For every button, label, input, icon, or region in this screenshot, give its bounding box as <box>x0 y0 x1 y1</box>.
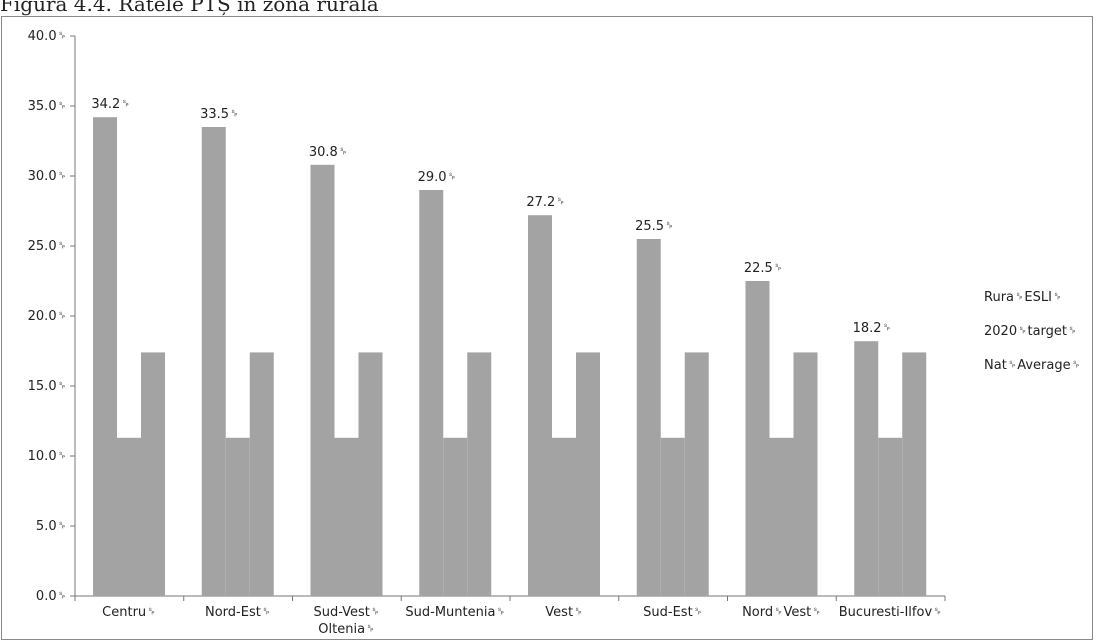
category-label: Bucuresti-Ilfov␠ <box>839 605 943 620</box>
y-tick-label: 10.0␠ <box>28 449 67 464</box>
chart-frame <box>1 16 1093 640</box>
data-label: 27.2␠ <box>526 195 565 210</box>
bar-series-3 <box>467 352 492 596</box>
bar-series-2 <box>769 437 794 596</box>
data-label: 29.0␠ <box>418 170 457 185</box>
y-tick-label: 15.0␠ <box>28 379 67 394</box>
bar-series-1 <box>93 117 117 596</box>
y-tick-label: 5.0␠ <box>36 519 67 534</box>
category-label: Sud-Muntenia␠ <box>405 605 505 620</box>
category-label: Sud-Est␠ <box>643 605 703 620</box>
bar-series-2 <box>552 437 576 596</box>
legend-entry: 2020␠target␠ <box>984 324 1077 339</box>
bar-series-3 <box>249 352 274 596</box>
category-label: Nord-Est␠ <box>205 605 271 620</box>
bar-series-1 <box>310 164 335 597</box>
y-tick-label: 25.0␠ <box>28 239 67 254</box>
data-label: 18.2␠ <box>853 321 892 336</box>
bar-series-3 <box>684 352 709 596</box>
bar-series-1 <box>419 190 444 596</box>
bar-series-2 <box>443 437 468 596</box>
data-label: 34.2␠ <box>91 97 130 112</box>
y-tick-label: 40.0␠ <box>28 29 67 44</box>
bar-series-2 <box>878 437 903 596</box>
y-tick-label: 35.0␠ <box>28 99 67 114</box>
bar-series-3 <box>358 352 383 596</box>
data-label: 22.5␠ <box>744 261 783 276</box>
bar-series-2 <box>117 437 141 596</box>
data-label: 33.5␠ <box>200 107 239 122</box>
bar-series-2 <box>334 437 359 596</box>
bar-series-2 <box>225 437 250 596</box>
category-label: Nord␠Vest␠ <box>742 605 822 620</box>
category-label: Centru␠ <box>102 605 156 620</box>
bar-series-3 <box>902 352 927 596</box>
legend-entry: Rura␠ESLI␠ <box>984 290 1062 305</box>
data-label: 30.8␠ <box>309 145 348 160</box>
bar-series-3 <box>793 352 818 596</box>
legend-entry: Nat␠Average␠ <box>984 358 1081 373</box>
y-tick-label: 20.0␠ <box>28 309 67 324</box>
bar-series-1 <box>636 239 661 596</box>
bar-series-1 <box>745 281 770 596</box>
category-label: Oltenia␠ <box>318 622 375 637</box>
category-label: Sud-Vest␠ <box>313 605 380 620</box>
figure-caption: Figura 4.4. Ratele PTȘ în zona rurală <box>0 0 379 16</box>
y-tick-label: 30.0␠ <box>28 169 67 184</box>
bar-series-3 <box>141 352 165 596</box>
category-label: Vest␠ <box>545 605 583 620</box>
bar-series-3 <box>576 352 600 596</box>
data-label: 25.5␠ <box>635 219 674 234</box>
y-tick-label: 0.0␠ <box>36 589 67 604</box>
bar-series-1 <box>201 127 226 596</box>
bar-series-1 <box>528 215 552 596</box>
bar-series-2 <box>660 437 685 596</box>
bar-series-1 <box>854 341 879 596</box>
